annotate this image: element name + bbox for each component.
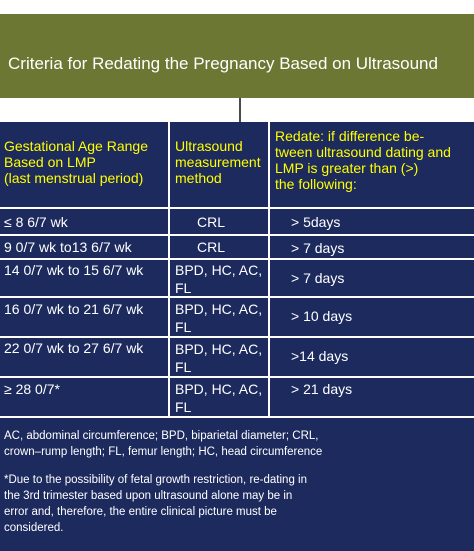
header-line: LMP is greater than (>)	[275, 160, 419, 176]
method-line: FL	[175, 280, 192, 296]
title-banner: Criteria for Redating the Pregnancy Base…	[0, 14, 474, 98]
footnote: *Due to the possibility of fetal growth …	[4, 472, 464, 536]
header-line: method	[175, 170, 222, 186]
page-title: Criteria for Redating the Pregnancy Base…	[8, 54, 438, 73]
header-line: Based on LMP	[4, 154, 96, 170]
header-line: Gestational Age Range	[4, 138, 148, 154]
row-redate: > 10 days	[291, 308, 353, 324]
method-line: CRL	[197, 239, 226, 255]
header-line: (last menstrual period)	[4, 170, 144, 186]
row-redate: > 7 days	[291, 270, 345, 286]
header-gestational-age: Gestational Age Range Based on LMP (last…	[0, 138, 168, 186]
row-range: 14 0/7 wk to 15 6/7 wk	[4, 262, 144, 278]
row-redate: > 5days	[291, 214, 341, 230]
method-line: BPD, HC, AC,	[175, 301, 263, 317]
table-row: 14 0/7 wk to 15 6/7 wk BPD, HC, AC, FL >…	[0, 260, 474, 296]
criteria-table-panel: Gestational Age Range Based on LMP (last…	[0, 122, 474, 551]
note-line: error and, therefore, the entire clinica…	[4, 506, 277, 518]
row-range: 22 0/7 wk to 27 6/7 wk	[4, 340, 144, 356]
row-divider	[0, 416, 474, 418]
header-line: tween ultrasound dating and	[275, 144, 451, 160]
method-line: BPD, HC, AC,	[175, 381, 263, 397]
note-line: considered.	[4, 522, 64, 534]
row-divider	[0, 336, 474, 338]
row-divider	[0, 234, 474, 236]
method-line: FL	[175, 319, 192, 335]
row-method: BPD, HC, AC, FL	[171, 300, 267, 336]
table-row: ≤ 8 6/7 wk CRL > 5days	[0, 210, 474, 234]
header-line: Ultrasound	[175, 138, 243, 154]
note-line: AC, abdominal circumference; BPD, bipari…	[4, 430, 319, 442]
row-method: BPD, HC, AC, FL	[171, 261, 267, 297]
header-redate: Redate: if difference be- tween ultrasou…	[271, 128, 474, 192]
row-range: 9 0/7 wk to13 6/7 wk	[4, 239, 132, 255]
connector-line	[239, 98, 241, 122]
column-divider	[268, 122, 270, 418]
row-redate: >14 days	[291, 348, 349, 364]
header-line: the following:	[275, 176, 357, 192]
method-line: BPD, HC, AC,	[175, 341, 263, 357]
header-line: Redate: if difference be-	[275, 128, 425, 144]
note-line: crown–rump length; FL, femur length; HC,…	[4, 446, 323, 458]
table-row: 22 0/7 wk to 27 6/7 wk BPD, HC, AC, FL >…	[0, 338, 474, 376]
row-range: 16 0/7 wk to 21 6/7 wk	[4, 301, 144, 317]
row-range: ≤ 8 6/7 wk	[4, 214, 68, 230]
method-line: FL	[175, 359, 192, 375]
row-redate: > 21 days	[291, 381, 353, 397]
table-row: 16 0/7 wk to 21 6/7 wk BPD, HC, AC, FL >…	[0, 298, 474, 336]
row-divider	[0, 258, 474, 260]
header-line: measurement	[175, 154, 261, 170]
column-divider	[168, 122, 170, 418]
row-method: BPD, HC, AC, FL	[171, 380, 267, 416]
row-redate: > 7 days	[291, 240, 345, 256]
method-line: FL	[175, 399, 192, 415]
row-method: CRL	[171, 213, 267, 231]
row-divider	[0, 376, 474, 378]
method-line: BPD, HC, AC,	[175, 262, 263, 278]
note-line: the 3rd trimester based upon ultrasound …	[4, 490, 293, 502]
abbreviations-note: AC, abdominal circumference; BPD, bipari…	[4, 428, 464, 460]
table-row: 9 0/7 wk to13 6/7 wk CRL > 7 days	[0, 236, 474, 258]
row-divider	[0, 296, 474, 298]
row-method: BPD, HC, AC, FL	[171, 340, 267, 376]
table-header-row: Gestational Age Range Based on LMP (last…	[0, 126, 474, 206]
table-row: ≥ 28 0/7* BPD, HC, AC, FL > 21 days	[0, 378, 474, 416]
note-line: *Due to the possibility of fetal growth …	[4, 474, 307, 486]
row-range: ≥ 28 0/7*	[4, 381, 60, 397]
header-method: Ultrasound measurement method	[171, 138, 267, 186]
method-line: CRL	[197, 214, 226, 230]
row-divider	[0, 207, 474, 209]
row-method: CRL	[171, 238, 267, 256]
